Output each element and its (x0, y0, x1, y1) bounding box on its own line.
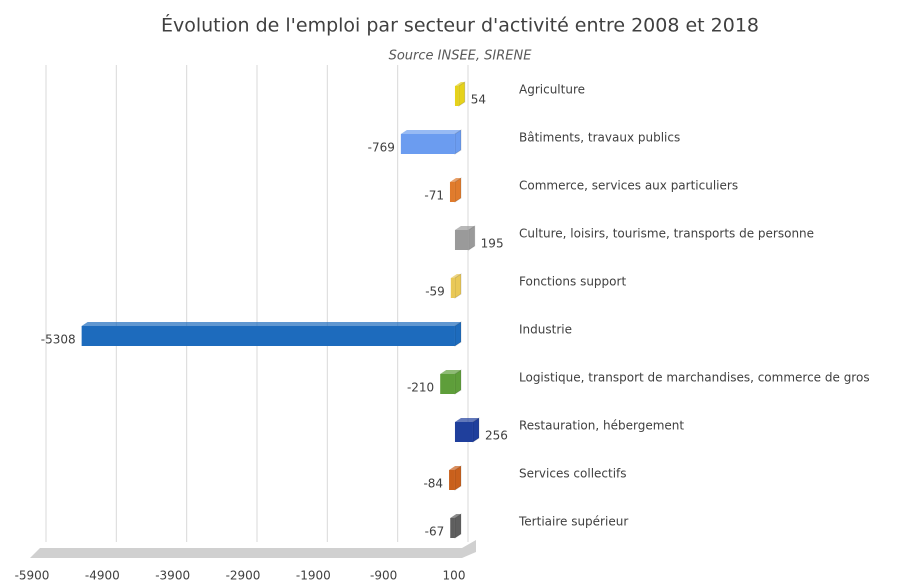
bar-top (454, 418, 479, 422)
category-label: Bâtiments, travaux publics (519, 131, 680, 145)
bar-top (454, 226, 475, 230)
value-label: -210 (407, 381, 434, 395)
bar (454, 422, 473, 442)
x-tick-label: -900 (370, 569, 397, 583)
bar-side (454, 273, 462, 299)
floor (30, 540, 476, 558)
category-label: Services collectifs (519, 467, 627, 481)
x-tick-label: -5900 (15, 569, 50, 583)
value-label: 195 (481, 237, 504, 251)
value-label: -769 (368, 141, 395, 155)
bar-side (454, 177, 462, 203)
bar (81, 326, 455, 346)
bar-side (454, 129, 462, 155)
category-label: Industrie (519, 323, 572, 337)
bar-top (449, 466, 461, 470)
bar-side (454, 513, 462, 539)
value-label: -71 (424, 189, 444, 203)
category-label: Culture, loisirs, tourisme, transports d… (519, 227, 814, 241)
bar-top (449, 178, 461, 182)
category-label: Commerce, services aux particuliers (519, 179, 738, 193)
x-tick-label: 100 (443, 569, 466, 583)
bar (450, 278, 455, 298)
value-label: -5308 (41, 333, 76, 347)
bar-side (454, 369, 462, 395)
bar (400, 134, 455, 154)
bar-top (450, 514, 461, 518)
bar-side (472, 417, 480, 443)
x-tick-label: -2900 (226, 569, 261, 583)
category-label: Fonctions support (519, 275, 626, 289)
bar-top (81, 322, 461, 326)
value-label: -59 (425, 285, 445, 299)
bar (450, 518, 455, 538)
bar-top (440, 370, 461, 374)
value-label: -84 (423, 477, 443, 491)
bar (449, 470, 455, 490)
category-label: Restauration, hébergement (519, 419, 684, 433)
bar-top (454, 82, 465, 86)
value-label: 256 (485, 429, 508, 443)
bar (449, 182, 455, 202)
bar-side (454, 465, 462, 491)
chart-subtitle: Source INSEE, SIRENE (389, 49, 533, 64)
bar (454, 230, 469, 250)
bar-top (400, 130, 461, 134)
x-tick-label: -4900 (85, 569, 120, 583)
bar-side (468, 225, 476, 251)
bar-side (458, 81, 466, 107)
bar-side (454, 321, 462, 347)
x-tick-label: -1900 (296, 569, 331, 583)
value-label: 54 (471, 93, 486, 107)
bar (440, 374, 455, 394)
category-label: Tertiaire supérieur (518, 515, 628, 529)
category-label: Logistique, transport de marchandises, c… (519, 371, 870, 385)
x-tick-label: -3900 (155, 569, 190, 583)
chart-title: Évolution de l'emploi par secteur d'acti… (161, 14, 759, 37)
value-label: -67 (425, 525, 445, 539)
category-label: Agriculture (519, 83, 585, 97)
bar-top (450, 274, 461, 278)
bar (454, 86, 459, 106)
